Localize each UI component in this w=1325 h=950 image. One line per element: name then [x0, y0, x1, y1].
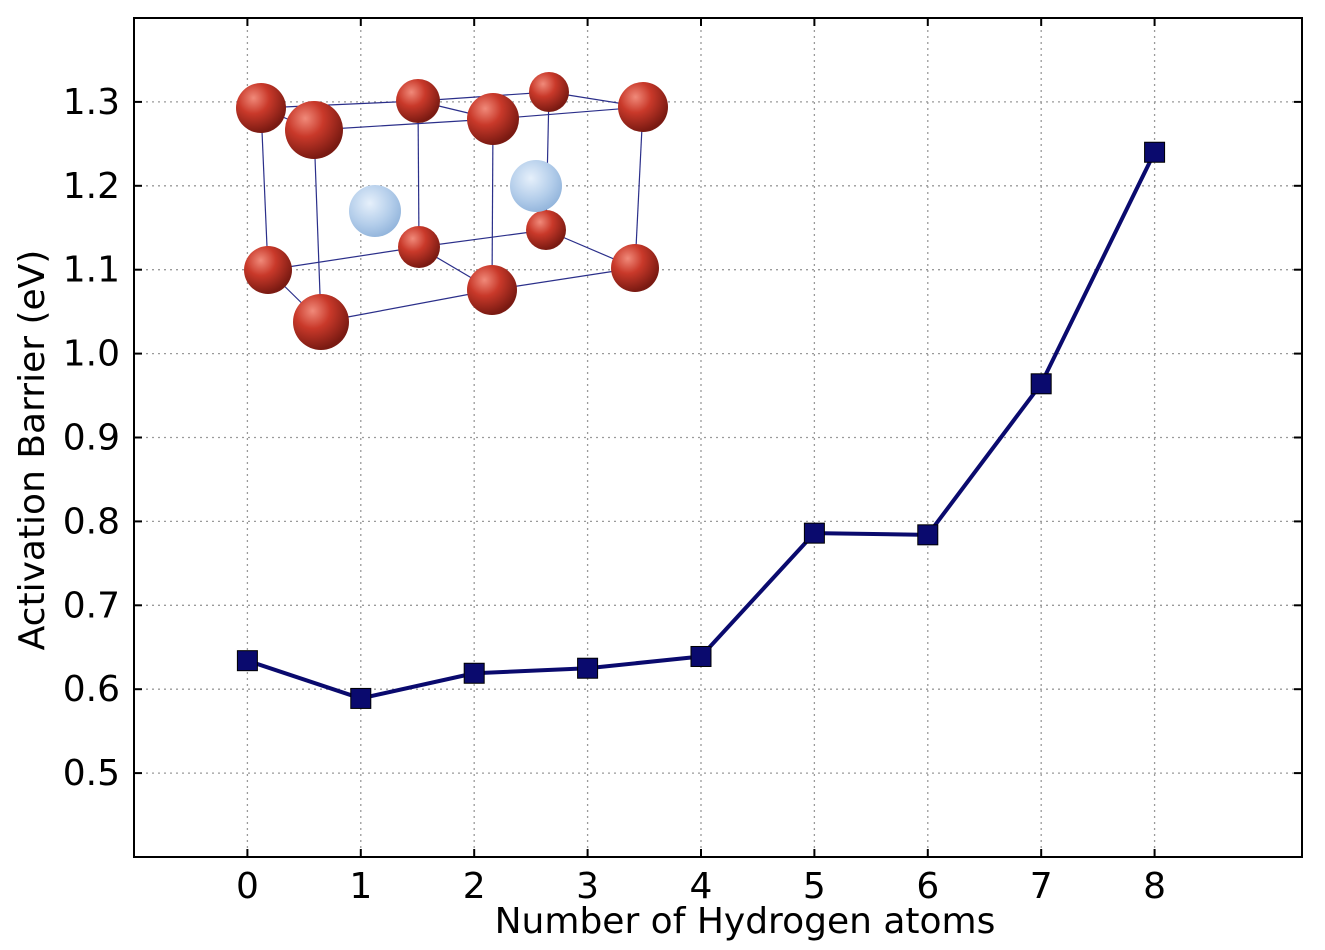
y-tick-label: 1.3 [63, 82, 120, 123]
metal-atom [244, 246, 292, 294]
data-point-marker [917, 524, 939, 546]
data-series [236, 141, 1166, 709]
metal-atom [285, 101, 343, 159]
x-tick-label: 1 [349, 866, 372, 907]
hydrogen-atom [510, 160, 562, 212]
metal-atom [396, 79, 440, 123]
grid [134, 18, 1302, 857]
x-tick-label: 8 [1143, 866, 1166, 907]
y-axis-title: Activation Barrier (eV) [12, 250, 53, 651]
x-tick-label: 6 [916, 866, 939, 907]
metal-atom [236, 83, 286, 133]
y-tick-labels: 0.5 0.6 0.7 0.8 0.9 1.0 1.1 1.2 1.3 [63, 82, 120, 794]
data-point-marker [1144, 141, 1166, 163]
data-point-marker [463, 662, 485, 684]
y-tick-label: 1.1 [63, 250, 120, 291]
metal-atom [398, 226, 440, 268]
y-tick-label: 0.8 [63, 501, 120, 542]
y-tick-label: 0.9 [63, 418, 120, 459]
x-tick-label: 7 [1030, 866, 1053, 907]
x-tick-label: 0 [236, 866, 259, 907]
data-point-marker [690, 645, 712, 667]
data-point-marker [1030, 373, 1052, 395]
metal-atom [293, 294, 349, 350]
axis-ticks [134, 18, 1302, 857]
y-tick-label: 0.7 [63, 585, 120, 626]
y-tick-label: 0.6 [63, 669, 120, 710]
metal-atom [526, 210, 566, 250]
x-tick-label: 2 [463, 866, 486, 907]
x-tick-labels: 0 1 2 3 4 5 6 7 8 [236, 866, 1166, 907]
data-point-marker [803, 522, 825, 544]
metal-atom [467, 93, 519, 145]
hydrogen-atom [349, 185, 401, 237]
metal-atom [529, 72, 569, 112]
x-tick-label: 5 [803, 866, 826, 907]
y-tick-label: 0.5 [63, 753, 120, 794]
metal-atom [467, 265, 517, 315]
y-tick-label: 1.2 [63, 166, 120, 207]
data-point-marker [577, 657, 599, 679]
metal-atoms [236, 72, 668, 350]
y-tick-label: 1.0 [63, 334, 120, 375]
x-tick-label: 3 [576, 866, 599, 907]
data-point-marker [236, 650, 258, 672]
crystal-lattice-inset [236, 72, 668, 350]
data-point-marker [350, 687, 372, 709]
metal-atom [611, 244, 659, 292]
x-axis-title: Number of Hydrogen atoms [495, 901, 996, 942]
x-tick-label: 4 [690, 866, 713, 907]
metal-atom [618, 82, 668, 132]
